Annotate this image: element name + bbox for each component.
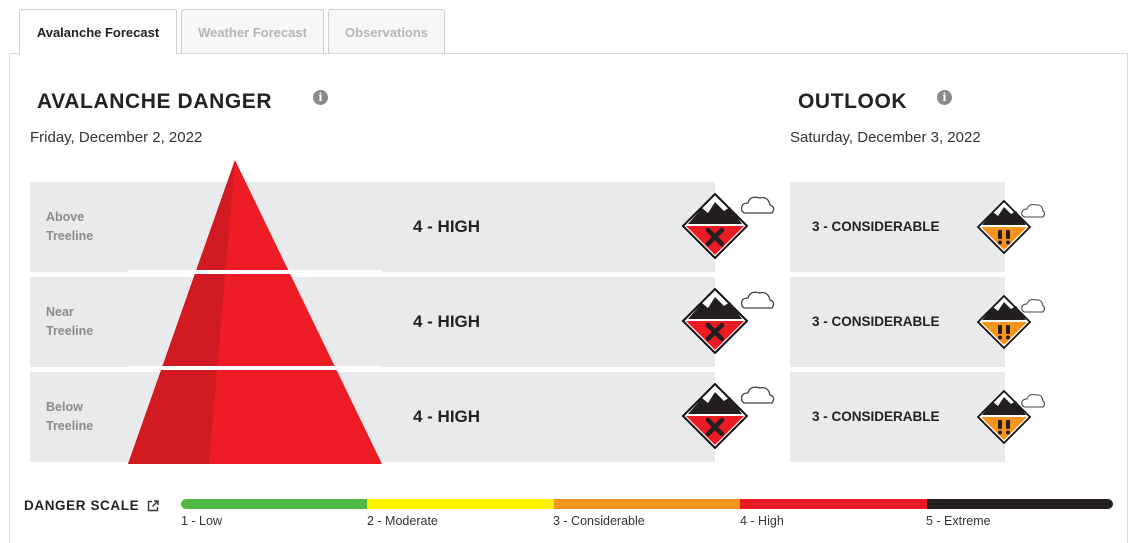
tab-label: Observations — [344, 24, 429, 40]
tab-weather-forecast[interactable]: Weather Forecast — [181, 9, 324, 54]
outlook-rating: 3 - CONSIDERABLE — [812, 314, 940, 329]
scale-segment-low — [181, 499, 368, 509]
elevation-line2: Treeline — [46, 324, 94, 338]
scale-segment-high — [740, 499, 927, 509]
tab-label: Weather Forecast — [198, 24, 307, 40]
elevation-label: Near Treeline — [46, 303, 126, 341]
tab-avalanche-forecast[interactable]: Avalanche Forecast — [19, 9, 177, 55]
scale-label-high: 4 - High — [740, 514, 784, 528]
scale-label-considerable: 3 - Considerable — [553, 514, 645, 528]
danger-rating: 4 - HIGH — [413, 217, 481, 236]
tab-observations[interactable]: Observations — [328, 9, 445, 54]
high-danger-icon — [681, 193, 775, 259]
outlook-rating: 3 - CONSIDERABLE — [812, 409, 940, 424]
elevation-label: Above Treeline — [46, 208, 126, 246]
danger-row-above-treeline: Above Treeline 4 - HIGH — [30, 182, 715, 272]
outlook-row-near-treeline: 3 - CONSIDERABLE — [790, 277, 1005, 367]
considerable-danger-icon — [976, 294, 1046, 350]
scale-label-moderate: 2 - Moderate — [367, 514, 438, 528]
outlook-title: OUTLOOK — [798, 90, 908, 113]
outlook-rating: 3 - CONSIDERABLE — [812, 219, 940, 234]
danger-rating: 4 - HIGH — [413, 407, 481, 426]
scale-segment-moderate — [367, 499, 554, 509]
considerable-danger-icon — [976, 199, 1046, 255]
elevation-line1: Near — [46, 305, 74, 319]
elevation-line2: Treeline — [46, 229, 94, 243]
elevation-label: Below Treeline — [46, 398, 126, 436]
info-icon[interactable]: i — [313, 90, 328, 105]
tab-label: Avalanche Forecast — [36, 25, 160, 40]
danger-date: Friday, December 2, 2022 — [30, 129, 203, 146]
outlook-row-below-treeline: 3 - CONSIDERABLE — [790, 372, 1005, 462]
scale-segment-considerable — [553, 499, 741, 509]
danger-scale-bar — [181, 499, 1113, 509]
external-link-icon[interactable] — [147, 500, 159, 512]
scale-label-extreme: 5 - Extreme — [926, 514, 991, 528]
outlook-date: Saturday, December 3, 2022 — [790, 129, 981, 146]
high-danger-icon — [681, 288, 775, 354]
avalanche-danger-title: AVALANCHE DANGER — [37, 90, 273, 113]
danger-rating: 4 - HIGH — [413, 312, 481, 331]
high-danger-icon — [681, 383, 775, 449]
outlook-row-above-treeline: 3 - CONSIDERABLE — [790, 182, 1005, 272]
danger-scale-link[interactable]: DANGER SCALE — [24, 498, 140, 513]
danger-row-near-treeline: Near Treeline 4 - HIGH — [30, 277, 715, 367]
elevation-line2: Treeline — [46, 419, 94, 433]
elevation-pyramid — [128, 160, 382, 464]
considerable-danger-icon — [976, 389, 1046, 445]
outlook-info-icon[interactable]: i — [937, 90, 952, 105]
scale-label-low: 1 - Low — [181, 514, 222, 528]
elevation-line1: Above — [46, 210, 85, 224]
scale-segment-extreme — [926, 499, 1113, 509]
elevation-line1: Below — [46, 400, 83, 414]
